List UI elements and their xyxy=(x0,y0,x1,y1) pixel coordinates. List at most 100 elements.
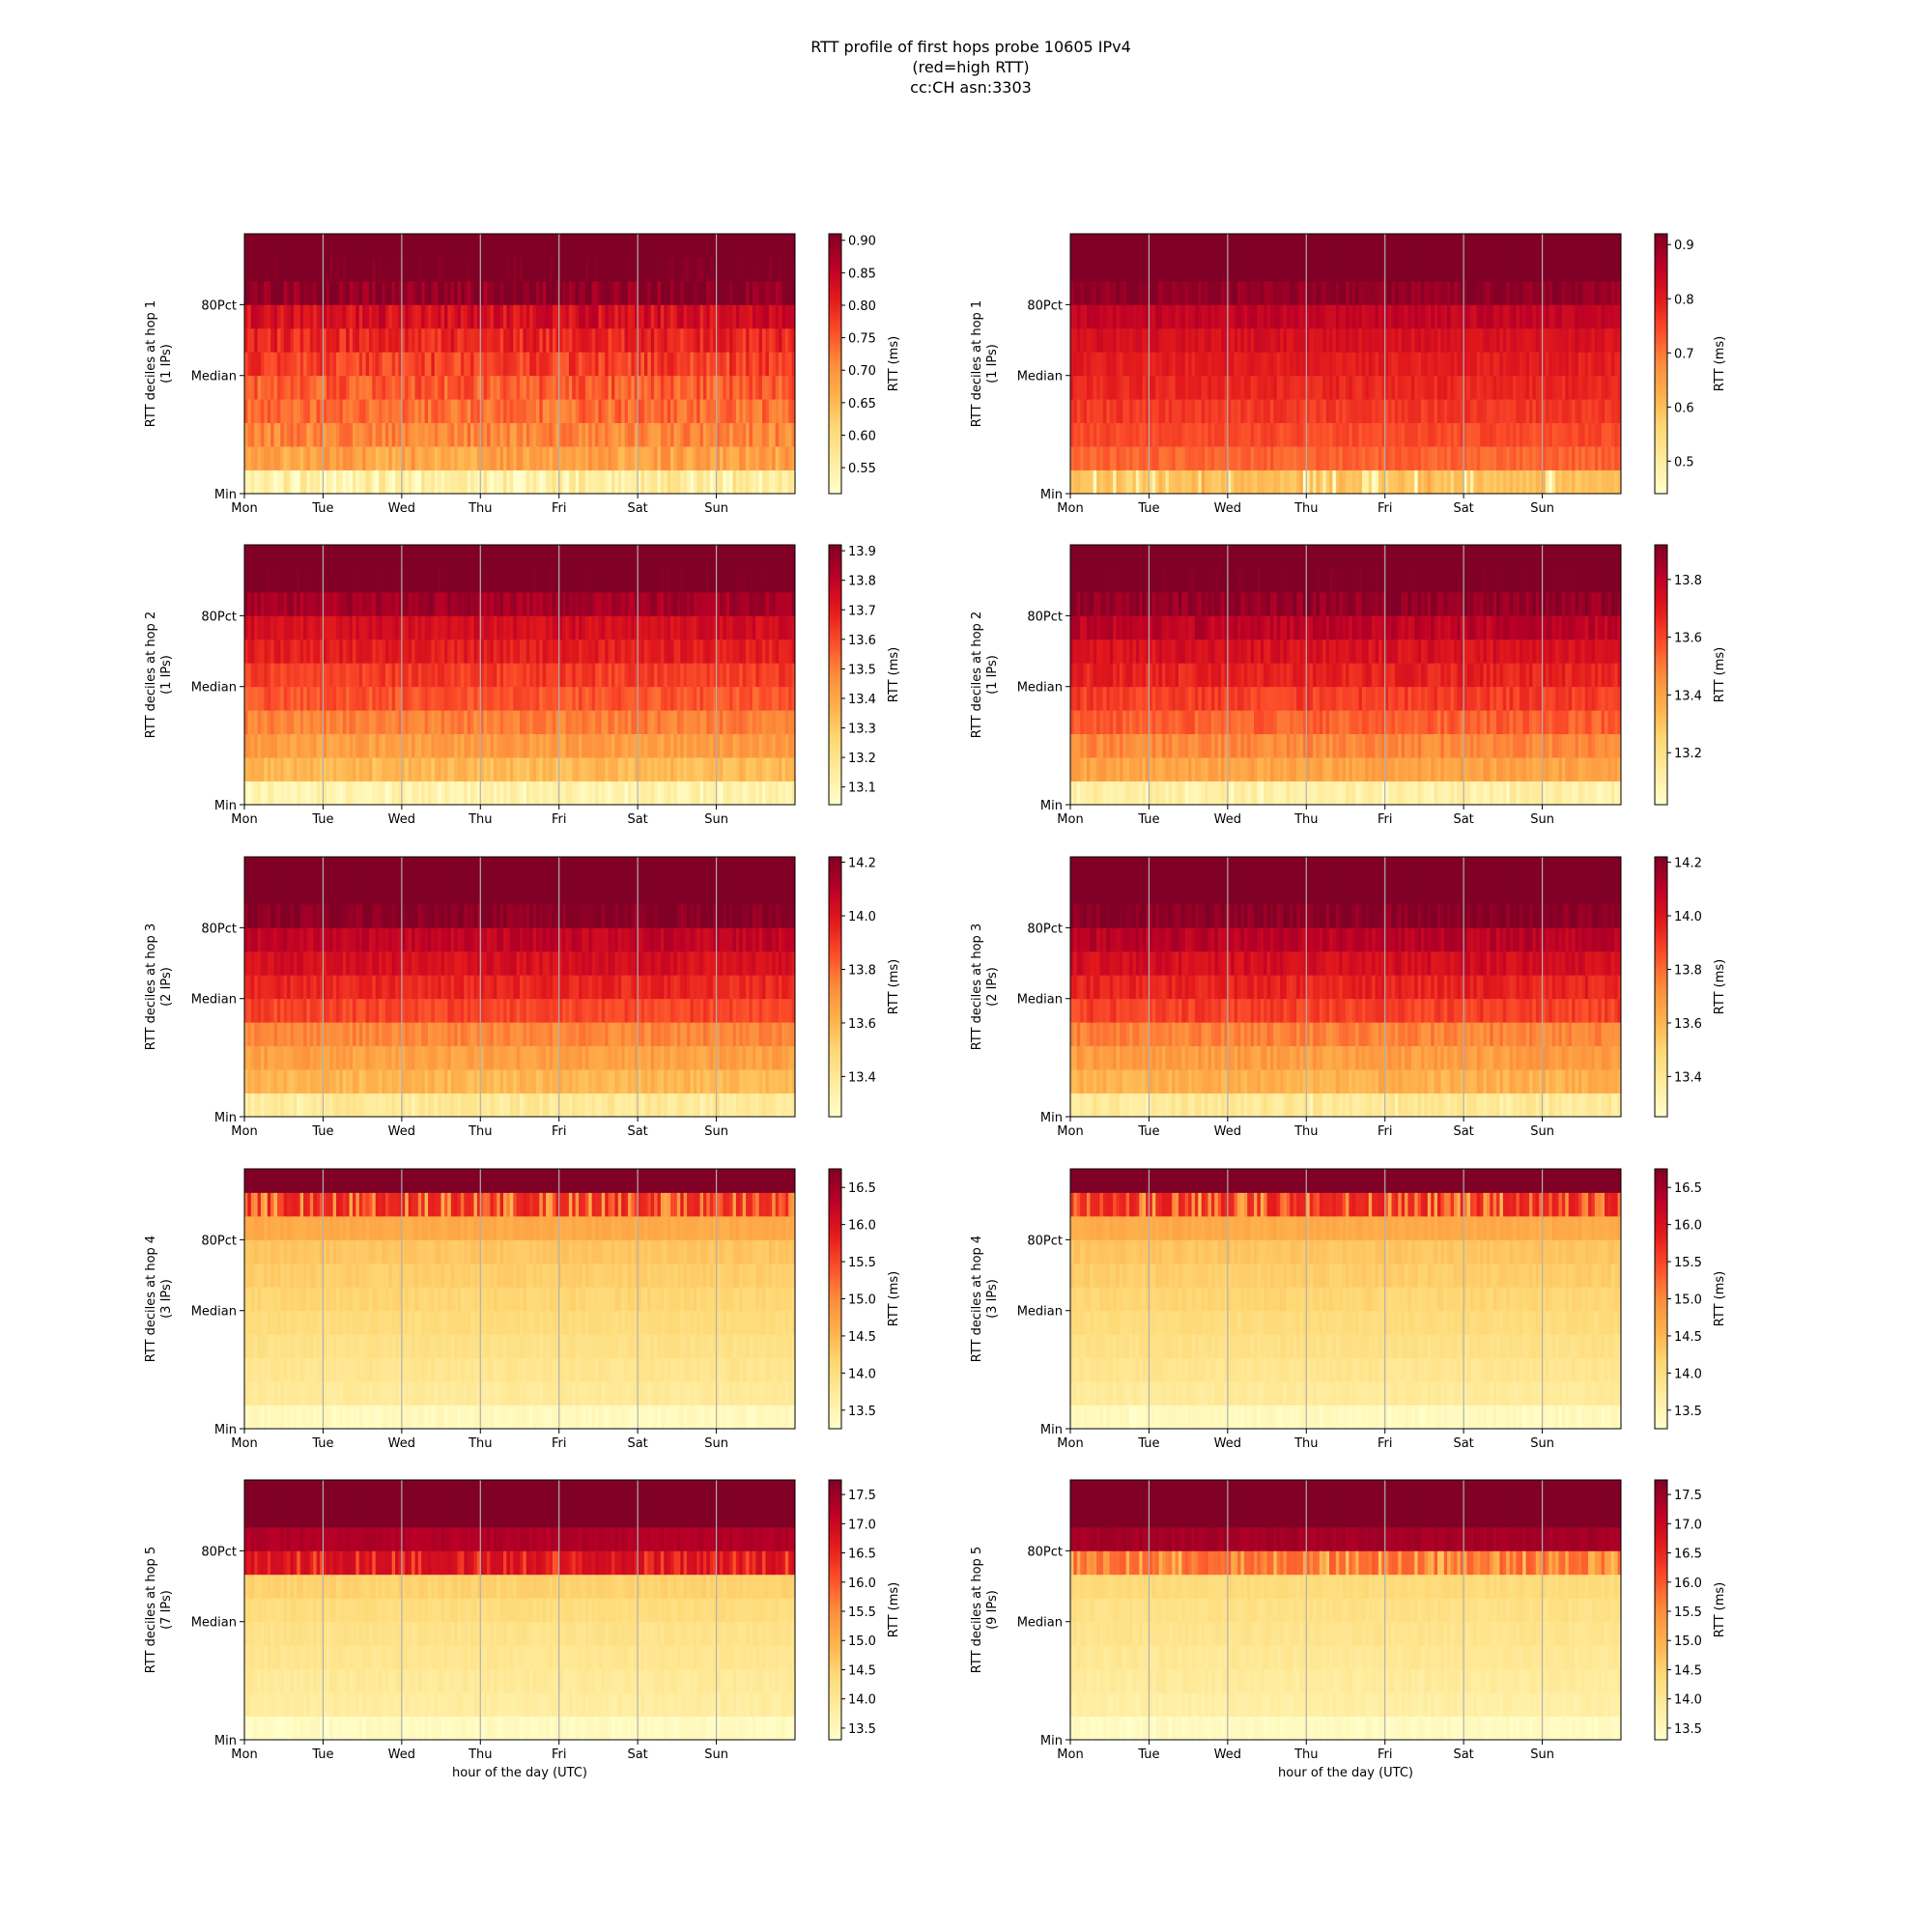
heatmap-cell xyxy=(1414,352,1419,377)
heatmap-cell xyxy=(464,327,469,353)
heatmap-cell xyxy=(299,446,304,470)
heatmap-cell xyxy=(1201,446,1206,470)
heatmap-cell xyxy=(657,710,662,735)
heatmap-cell xyxy=(506,733,511,758)
heatmap-cell xyxy=(1499,399,1504,424)
heatmap-cell xyxy=(713,686,717,711)
heatmap-cell xyxy=(520,469,524,495)
heatmap-cell xyxy=(1486,304,1491,329)
heatmap-cell xyxy=(565,234,570,258)
heatmap-cell xyxy=(562,781,566,806)
heatmap-cell xyxy=(605,280,609,305)
heatmap-cell xyxy=(779,375,782,400)
heatmap-cell xyxy=(412,304,415,329)
heatmap-cell xyxy=(1421,327,1425,353)
heatmap-cell xyxy=(1516,304,1520,329)
heatmap-cell xyxy=(765,399,770,424)
heatmap-cell xyxy=(434,257,439,282)
heatmap-cell xyxy=(1332,352,1337,377)
heatmap-cell xyxy=(273,304,278,329)
colorbar-label: RTT (ms) xyxy=(1713,336,1727,391)
heatmap-cell xyxy=(320,686,324,711)
heatmap-cell xyxy=(287,710,291,735)
heatmap-cell xyxy=(719,399,724,424)
heatmap-cell xyxy=(549,686,554,711)
heatmap-cell xyxy=(1155,234,1159,258)
heatmap-cell xyxy=(647,757,652,781)
heatmap-cell xyxy=(276,399,281,424)
heatmap-cell xyxy=(293,375,298,400)
heatmap-cell xyxy=(601,710,606,735)
heatmap-cell xyxy=(467,280,471,305)
heatmap-cell xyxy=(1322,234,1327,258)
heatmap-cell xyxy=(643,469,648,495)
heatmap-cell xyxy=(614,757,619,781)
heatmap-cell xyxy=(617,757,622,781)
heatmap-cell xyxy=(1532,327,1537,353)
colorbar-segment xyxy=(829,352,841,356)
heatmap-cell xyxy=(1437,399,1441,424)
heatmap-cell xyxy=(254,352,258,377)
heatmap-cell xyxy=(1410,304,1415,329)
heatmap-cell xyxy=(1335,257,1340,282)
heatmap-cell xyxy=(470,757,474,781)
heatmap-cell xyxy=(408,446,412,470)
heatmap-cell xyxy=(401,710,406,735)
heatmap-cell xyxy=(280,375,285,400)
colorbar-segment xyxy=(1655,247,1667,252)
heatmap-cell xyxy=(565,304,570,329)
heatmap-cell xyxy=(1443,422,1448,447)
heatmap-cell xyxy=(283,280,288,305)
heatmap-cell xyxy=(1460,399,1464,424)
colorbar-segment xyxy=(829,262,841,267)
heatmap-cell xyxy=(788,280,792,305)
heatmap-cell xyxy=(391,710,396,735)
heatmap-cell xyxy=(1237,327,1241,353)
heatmap-cell xyxy=(732,280,737,305)
heatmap-cell xyxy=(368,375,373,400)
heatmap-cell xyxy=(1132,399,1137,424)
heatmap-cell xyxy=(1113,399,1117,424)
heatmap-cell xyxy=(460,375,465,400)
heatmap-cell xyxy=(1286,422,1291,447)
heatmap-cell xyxy=(1551,280,1556,305)
heatmap-cell xyxy=(1466,352,1471,377)
heatmap-cell xyxy=(408,280,412,305)
heatmap-cell xyxy=(309,469,314,495)
heatmap-cell xyxy=(1591,399,1596,424)
heatmap-cell xyxy=(1257,375,1262,400)
heatmap-cell xyxy=(273,469,278,495)
heatmap-cell xyxy=(546,686,550,711)
heatmap-cell xyxy=(352,446,356,470)
heatmap-cell xyxy=(523,280,527,305)
heatmap-cell xyxy=(1260,352,1264,377)
heatmap-cell xyxy=(440,327,445,353)
colorbar-segment xyxy=(1655,441,1667,445)
heatmap-cell xyxy=(273,781,278,806)
heatmap-cell xyxy=(601,399,606,424)
heatmap-cell xyxy=(1250,257,1255,282)
heatmap-cell xyxy=(1588,280,1592,305)
heatmap-cell xyxy=(1561,257,1566,282)
heatmap-cell xyxy=(480,446,485,470)
heatmap-cell xyxy=(1247,280,1251,305)
heatmap-cell xyxy=(506,469,511,495)
heatmap-cell xyxy=(520,446,524,470)
heatmap-cell xyxy=(438,469,441,495)
heatmap-cell xyxy=(1080,327,1084,353)
heatmap-cell xyxy=(1188,469,1192,495)
heatmap-cell xyxy=(1365,422,1370,447)
heatmap-cell xyxy=(276,469,281,495)
heatmap-cell xyxy=(1273,280,1278,305)
heatmap-cell xyxy=(575,757,580,781)
heatmap-cell xyxy=(687,327,691,353)
colorbar-segment xyxy=(1655,375,1667,379)
heatmap-cell xyxy=(1584,422,1589,447)
heatmap-cell xyxy=(395,733,399,758)
heatmap-cell xyxy=(1405,422,1408,447)
heatmap-cell xyxy=(447,422,452,447)
heatmap-cell xyxy=(260,710,265,735)
heatmap-cell xyxy=(591,710,596,735)
heatmap-cell xyxy=(1401,469,1406,495)
heatmap-cell xyxy=(558,733,563,758)
